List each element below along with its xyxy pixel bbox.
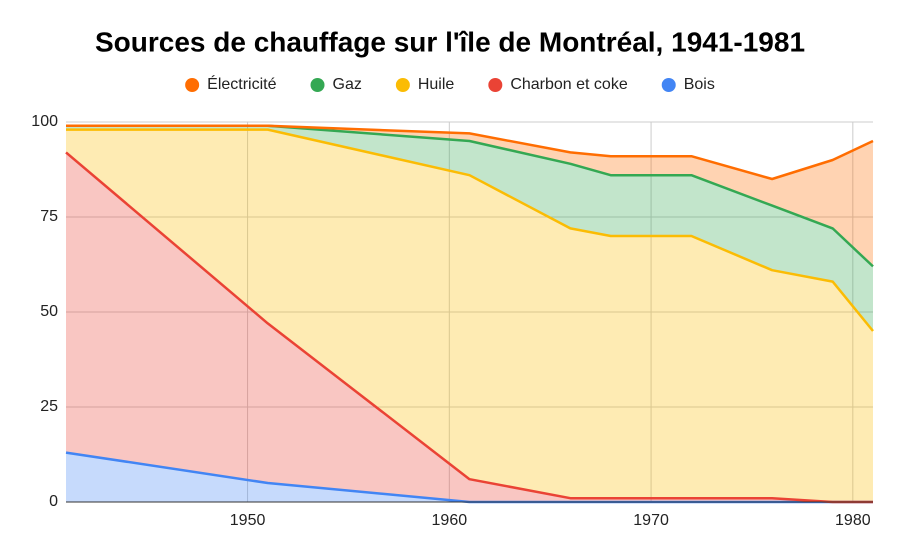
area xyxy=(66,125,873,331)
legend-marker xyxy=(488,78,503,92)
legend-label: Huile xyxy=(418,76,455,93)
area-line xyxy=(65,151,873,504)
y-tick-label: 50 xyxy=(40,303,58,320)
chart-title: Sources de chauffage sur l'île de Montré… xyxy=(95,26,805,57)
legend-label: Électricité xyxy=(207,74,276,93)
area xyxy=(66,452,873,502)
y-tick-label: 25 xyxy=(40,398,58,415)
legend-label: Bois xyxy=(684,76,715,93)
legend-marker xyxy=(185,78,200,92)
area-line xyxy=(66,124,874,181)
x-tick-label: 1970 xyxy=(633,512,669,529)
x-tick-label: 1950 xyxy=(230,512,266,529)
x-tick-label: 1980 xyxy=(835,512,871,529)
legend: Électricité Gaz Huile Charbon et coke Bois xyxy=(185,74,715,93)
legend-label: Charbon et coke xyxy=(510,76,628,93)
area xyxy=(66,129,873,502)
x-tick-label: 1960 xyxy=(432,512,468,529)
legend-marker xyxy=(661,78,676,92)
legend-marker xyxy=(395,78,410,92)
y-tick-label: 75 xyxy=(40,208,58,225)
y-tick-label: 100 xyxy=(31,113,58,130)
legend-marker xyxy=(310,78,325,92)
area-line xyxy=(66,124,874,268)
legend-label: Gaz xyxy=(333,76,362,93)
area xyxy=(66,125,873,267)
area xyxy=(66,152,873,502)
y-tick-label: 0 xyxy=(49,493,58,510)
area-line xyxy=(66,128,874,332)
